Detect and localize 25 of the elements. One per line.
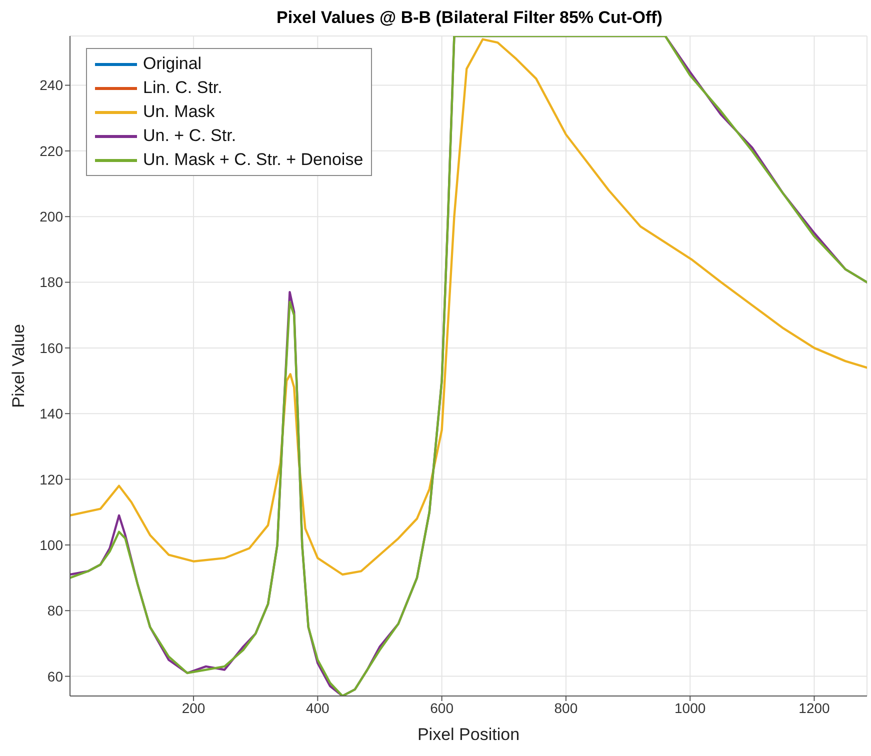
y-tick-label: 220 xyxy=(40,142,64,159)
x-tick-label: 600 xyxy=(430,700,454,716)
y-tick-label: 120 xyxy=(40,471,64,488)
x-tick-label: 400 xyxy=(306,700,330,716)
legend-label: Un. Mask xyxy=(143,101,215,123)
y-axis-title: Pixel Value xyxy=(9,324,28,408)
x-tick-label: 200 xyxy=(182,700,206,716)
x-axis-title: Pixel Position xyxy=(417,725,520,744)
y-tick-label: 180 xyxy=(40,274,64,290)
legend-label: Original xyxy=(143,53,202,75)
x-tick-label: 1000 xyxy=(674,700,706,716)
y-tick-label: 80 xyxy=(47,602,64,619)
line-series xyxy=(70,38,867,576)
x-tick-label: 800 xyxy=(554,700,578,716)
legend-label: Un. + C. Str. xyxy=(143,125,236,147)
y-tick-label: 200 xyxy=(40,208,64,225)
y-tick-label: 100 xyxy=(40,536,64,553)
legend-label: Lin. C. Str. xyxy=(143,77,222,99)
x-tick-label: 1200 xyxy=(798,700,830,716)
y-tick-label: 60 xyxy=(47,668,64,684)
y-tick-label: 240 xyxy=(40,77,64,94)
chart-title: Pixel Values @ B-B (Bilateral Filter 85% Cut-Off) xyxy=(276,8,664,29)
y-tick-label: 160 xyxy=(40,340,64,356)
legend-label: Un. Mask + C. Str. + Denoise xyxy=(143,149,364,171)
y-tick-label: 140 xyxy=(40,406,64,422)
